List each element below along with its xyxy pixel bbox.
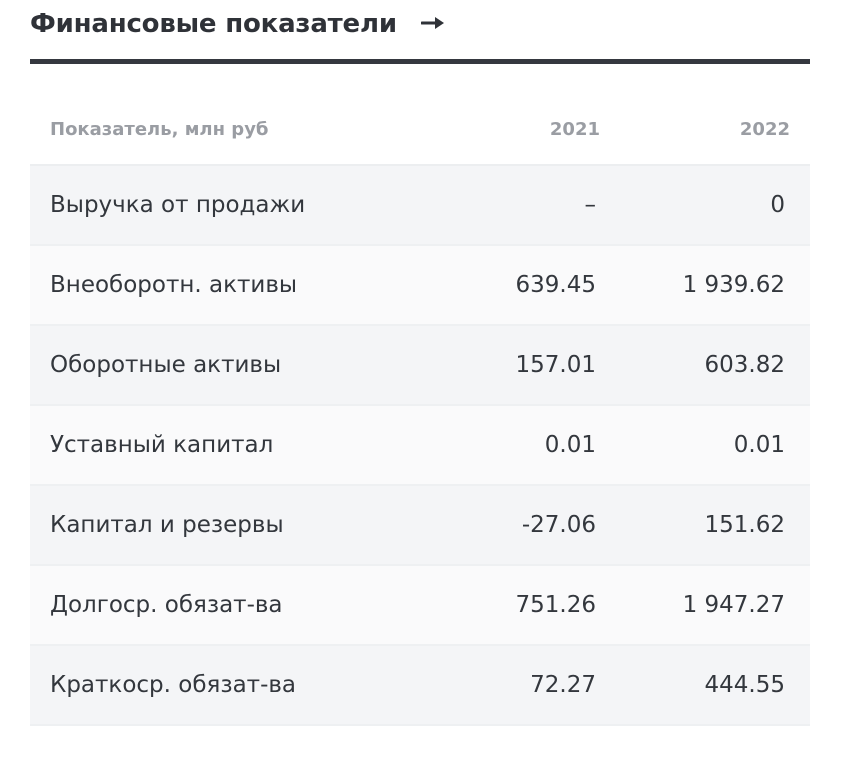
row-label: Краткоср. обязат-ва [30, 645, 390, 726]
table-body: Выручка от продажи –0 Внеоборотн. активы 63… [30, 165, 810, 726]
row-label: Долгоср. обязат-ва [30, 565, 390, 646]
value-2022: 0 [600, 165, 810, 246]
row-label: Капитал и резервы [30, 485, 390, 566]
value-2022: 0.01 [600, 405, 810, 486]
value-2021: – [390, 165, 600, 246]
row-label: Внеоборотн. активы [30, 245, 390, 326]
table-row: Внеоборотн. активы 639.45 1 939.62 [30, 245, 810, 326]
column-header-indicator: Показатель, млн руб [30, 94, 390, 166]
value-2022: 444.55 [600, 645, 810, 726]
value-2021: 72.27 [390, 645, 600, 726]
widget-title[interactable]: Финансовые показатели [30, 8, 397, 39]
table-row: Долгоср. обязат-ва 751.26 1 947.27 [30, 565, 810, 646]
financial-table: Показатель, млн руб 2021 2022 Выручка от… [30, 94, 810, 726]
value-2021: -27.06 [390, 485, 600, 566]
table-row: Капитал и резервы -27.06 151.62 [30, 485, 810, 566]
table-row: Оборотные активы 157.01 603.82 [30, 325, 810, 406]
widget-header: Финансовые показатели [30, 0, 810, 64]
arrow-right-icon[interactable] [420, 15, 445, 31]
table-row: Выручка от продажи –0 [30, 165, 810, 246]
row-label: Выручка от продажи [30, 165, 390, 246]
financial-indicators-widget: Финансовые показатели Показатель, млн ру… [30, 0, 810, 726]
value-2021: 0.01 [390, 405, 600, 486]
value-2021: 639.45 [390, 245, 600, 326]
value-2022: 603.82 [600, 325, 810, 406]
value-2021: 157.01 [390, 325, 600, 406]
value-2022: 151.62 [600, 485, 810, 566]
table-row: Краткоср. обязат-ва 72.27 444.55 [30, 645, 810, 726]
value-2022: 1 947.27 [600, 565, 810, 646]
row-label: Уставный капитал [30, 405, 390, 486]
column-header-2021: 2021 [390, 94, 600, 166]
value-2022: 1 939.62 [600, 245, 810, 326]
row-label: Оборотные активы [30, 325, 390, 406]
table-row: Уставный капитал 0.01 0.01 [30, 405, 810, 486]
table-header-row: Показатель, млн руб 2021 2022 [30, 94, 810, 166]
table-header: Показатель, млн руб 2021 2022 [30, 94, 810, 166]
value-2021: 751.26 [390, 565, 600, 646]
column-header-2022: 2022 [600, 94, 810, 166]
